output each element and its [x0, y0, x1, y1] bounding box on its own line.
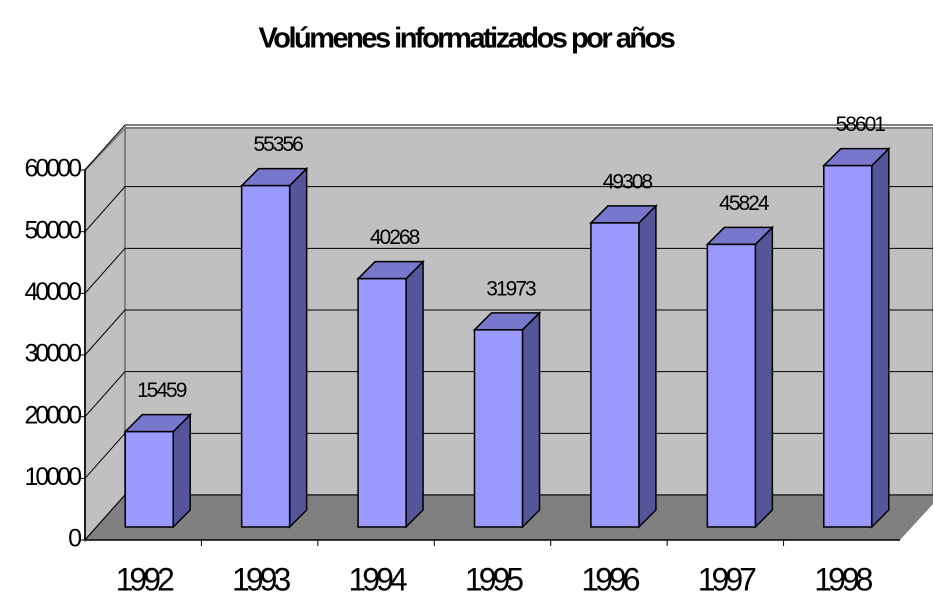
value-label: 49308 — [603, 170, 653, 193]
chart-title: Volúmenes informatizados por años — [259, 23, 675, 55]
value-label: 55356 — [253, 133, 303, 156]
y-tick-label: 20000 — [24, 401, 81, 429]
grid-line — [84, 371, 933, 417]
x-tick-label: 1995 — [465, 561, 523, 597]
grid-line — [84, 247, 933, 294]
bar — [706, 243, 757, 528]
value-label: 40268 — [370, 226, 420, 249]
y-tick-label: 40000 — [24, 278, 81, 306]
x-tick-label: 1992 — [116, 561, 174, 597]
bar-side — [754, 225, 774, 529]
x-tick-label: 1994 — [348, 561, 406, 597]
y-tick-label: 60000 — [24, 155, 81, 183]
bar — [823, 164, 873, 528]
value-label: 31973 — [486, 277, 536, 300]
bar — [473, 329, 524, 528]
bar-side — [405, 259, 424, 529]
bar — [240, 184, 291, 528]
grid-line — [84, 309, 933, 356]
x-tick-label: 1997 — [698, 561, 756, 597]
y-tick-label: 0 — [68, 525, 81, 553]
value-label: 58601 — [836, 113, 886, 136]
value-label: 15459 — [137, 379, 187, 402]
grid-line — [84, 186, 933, 232]
bar-side — [871, 146, 890, 529]
bar-side — [638, 204, 657, 529]
x-tick-label: 1993 — [232, 561, 290, 597]
bar — [590, 222, 640, 528]
side-wall — [84, 125, 126, 543]
y-tick-label: 30000 — [24, 340, 81, 368]
grid-line — [84, 124, 933, 171]
value-label: 45824 — [719, 192, 770, 215]
x-tick-label: 1998 — [814, 561, 872, 597]
y-tick-label: 10000 — [24, 463, 81, 491]
bar — [357, 277, 407, 528]
bar — [124, 430, 174, 528]
bar-side — [521, 311, 541, 529]
y-tick-label: 50000 — [24, 216, 81, 244]
x-tick-label: 1996 — [581, 561, 639, 597]
bar-side — [288, 166, 308, 529]
bar-side — [172, 412, 191, 529]
